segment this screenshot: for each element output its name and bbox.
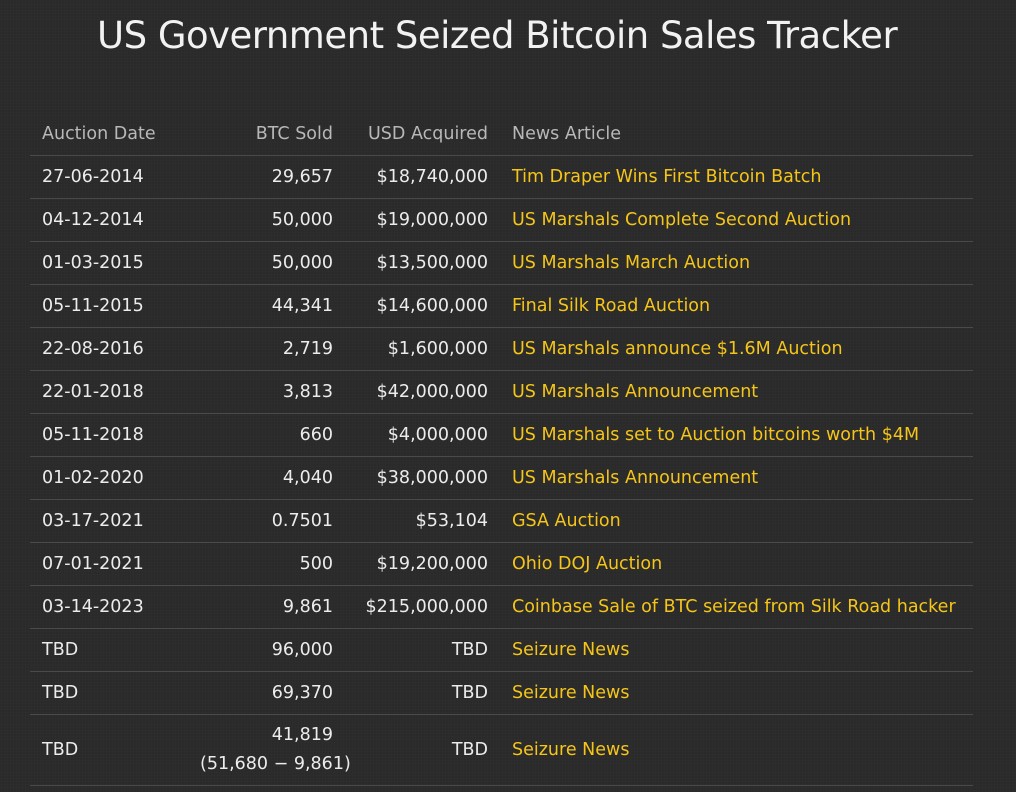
auction-date-cell: 01-03-2015 — [30, 241, 188, 285]
usd-acquired-cell: $4,000,000 — [345, 413, 500, 457]
table-row: TBD 41,819 (51,680 − 9,861) TBD Seizure … — [30, 714, 973, 786]
table-row: 07-01-2021 500 $19,200,000 Ohio DOJ Auct… — [30, 542, 973, 586]
page-title: US Government Seized Bitcoin Sales Track… — [97, 14, 898, 57]
btc-sold-cell: 0.7501 — [188, 499, 345, 543]
news-article-cell: Seizure News — [500, 671, 973, 715]
news-article-link[interactable]: Ohio DOJ Auction — [512, 554, 663, 574]
usd-acquired-cell: $215,000,000 — [345, 585, 500, 629]
auction-date-cell: 03-17-2021 — [30, 499, 188, 543]
usd-acquired-cell: $19,000,000 — [345, 198, 500, 242]
usd-acquired-cell: $53,104 — [345, 499, 500, 543]
news-article-link[interactable]: Final Silk Road Auction — [512, 296, 711, 316]
table-row: 03-17-2021 0.7501 $53,104 GSA Auction — [30, 499, 973, 543]
news-article-link[interactable]: US Marshals Announcement — [512, 382, 759, 402]
usd-acquired-cell: TBD — [345, 628, 500, 672]
btc-sold-cell: 29,657 — [188, 155, 345, 199]
news-article-link[interactable]: US Marshals set to Auction bitcoins wort… — [512, 425, 920, 445]
btc-sold-cell: 69,370 — [188, 671, 345, 715]
news-article-cell: Coinbase Sale of BTC seized from Silk Ro… — [500, 585, 973, 629]
auction-date-cell: 22-01-2018 — [30, 370, 188, 414]
usd-acquired-cell: $14,600,000 — [345, 284, 500, 328]
table-row: TBD 96,000 TBD Seizure News — [30, 628, 973, 672]
btc-sold-cell: 96,000 — [188, 628, 345, 672]
btc-sold-cell: 50,000 — [188, 198, 345, 242]
auction-date-cell: 03-14-2023 — [30, 585, 188, 629]
news-article-link[interactable]: US Marshals announce $1.6M Auction — [512, 339, 843, 359]
table-row: 22-08-2016 2,719 $1,600,000 US Marshals … — [30, 327, 973, 371]
column-header-news-article: News Article — [500, 113, 973, 156]
table-row: 27-06-2014 29,657 $18,740,000 Tim Draper… — [30, 155, 973, 199]
bitcoin-sales-table: Auction Date BTC Sold USD Acquired News … — [30, 113, 973, 786]
news-article-link[interactable]: GSA Auction — [512, 511, 621, 531]
btc-sold-value: 41,819 — [271, 725, 333, 745]
btc-sold-cell: 41,819 (51,680 − 9,861) — [188, 714, 351, 786]
btc-sold-cell: 9,861 — [188, 585, 345, 629]
auction-date-cell: 22-08-2016 — [30, 327, 188, 371]
btc-sold-cell: 500 — [188, 542, 345, 586]
news-article-link[interactable]: Tim Draper Wins First Bitcoin Batch — [512, 167, 822, 187]
table-row: 05-11-2015 44,341 $14,600,000 Final Silk… — [30, 284, 973, 328]
btc-sold-cell: 3,813 — [188, 370, 345, 414]
auction-date-cell: 01-02-2020 — [30, 456, 188, 500]
news-article-cell: US Marshals Announcement — [500, 370, 973, 414]
auction-date-cell: TBD — [30, 714, 188, 786]
news-article-link[interactable]: Seizure News — [512, 683, 630, 703]
auction-date-cell: TBD — [30, 628, 188, 672]
usd-acquired-cell: TBD — [345, 714, 500, 786]
table-row: TBD 69,370 TBD Seizure News — [30, 671, 973, 715]
auction-date-cell: TBD — [30, 671, 188, 715]
btc-sold-cell: 50,000 — [188, 241, 345, 285]
news-article-cell: GSA Auction — [500, 499, 973, 543]
news-article-cell: US Marshals announce $1.6M Auction — [500, 327, 973, 371]
auction-date-cell: 05-11-2015 — [30, 284, 188, 328]
usd-acquired-cell: $38,000,000 — [345, 456, 500, 500]
table-row: 05-11-2018 660 $4,000,000 US Marshals se… — [30, 413, 973, 457]
news-article-cell: Seizure News — [500, 628, 973, 672]
btc-sold-calculation: (51,680 − 9,861) — [200, 754, 351, 774]
auction-date-cell: 07-01-2021 — [30, 542, 188, 586]
news-article-cell: US Marshals Announcement — [500, 456, 973, 500]
news-article-cell: US Marshals March Auction — [500, 241, 973, 285]
news-article-cell: Tim Draper Wins First Bitcoin Batch — [500, 155, 973, 199]
usd-acquired-cell: $19,200,000 — [345, 542, 500, 586]
usd-acquired-cell: $18,740,000 — [345, 155, 500, 199]
btc-sold-cell: 44,341 — [188, 284, 345, 328]
news-article-cell: Seizure News — [500, 714, 973, 786]
table-row: 04-12-2014 50,000 $19,000,000 US Marshal… — [30, 198, 973, 242]
column-header-usd-acquired: USD Acquired — [345, 113, 500, 156]
column-header-auction-date: Auction Date — [30, 113, 188, 156]
auction-date-cell: 04-12-2014 — [30, 198, 188, 242]
news-article-link[interactable]: US Marshals Complete Second Auction — [512, 210, 852, 230]
news-article-link[interactable]: US Marshals March Auction — [512, 253, 751, 273]
news-article-link[interactable]: Coinbase Sale of BTC seized from Silk Ro… — [512, 597, 956, 617]
table-row: 03-14-2023 9,861 $215,000,000 Coinbase S… — [30, 585, 973, 629]
news-article-link[interactable]: Seizure News — [512, 740, 630, 760]
table-row: 01-03-2015 50,000 $13,500,000 US Marshal… — [30, 241, 973, 285]
btc-sold-cell: 4,040 — [188, 456, 345, 500]
news-article-cell: Ohio DOJ Auction — [500, 542, 973, 586]
btc-sold-cell: 2,719 — [188, 327, 345, 371]
news-article-cell: US Marshals set to Auction bitcoins wort… — [500, 413, 973, 457]
table-row: 22-01-2018 3,813 $42,000,000 US Marshals… — [30, 370, 973, 414]
auction-date-cell: 05-11-2018 — [30, 413, 188, 457]
table-row: 01-02-2020 4,040 $38,000,000 US Marshals… — [30, 456, 973, 500]
usd-acquired-cell: TBD — [345, 671, 500, 715]
news-article-cell: Final Silk Road Auction — [500, 284, 973, 328]
auction-date-cell: 27-06-2014 — [30, 155, 188, 199]
table-header-row: Auction Date BTC Sold USD Acquired News … — [30, 113, 973, 156]
btc-sold-cell: 660 — [188, 413, 345, 457]
usd-acquired-cell: $13,500,000 — [345, 241, 500, 285]
usd-acquired-cell: $42,000,000 — [345, 370, 500, 414]
news-article-link[interactable]: Seizure News — [512, 640, 630, 660]
news-article-link[interactable]: US Marshals Announcement — [512, 468, 759, 488]
column-header-btc-sold: BTC Sold — [188, 113, 345, 156]
news-article-cell: US Marshals Complete Second Auction — [500, 198, 973, 242]
usd-acquired-cell: $1,600,000 — [345, 327, 500, 371]
